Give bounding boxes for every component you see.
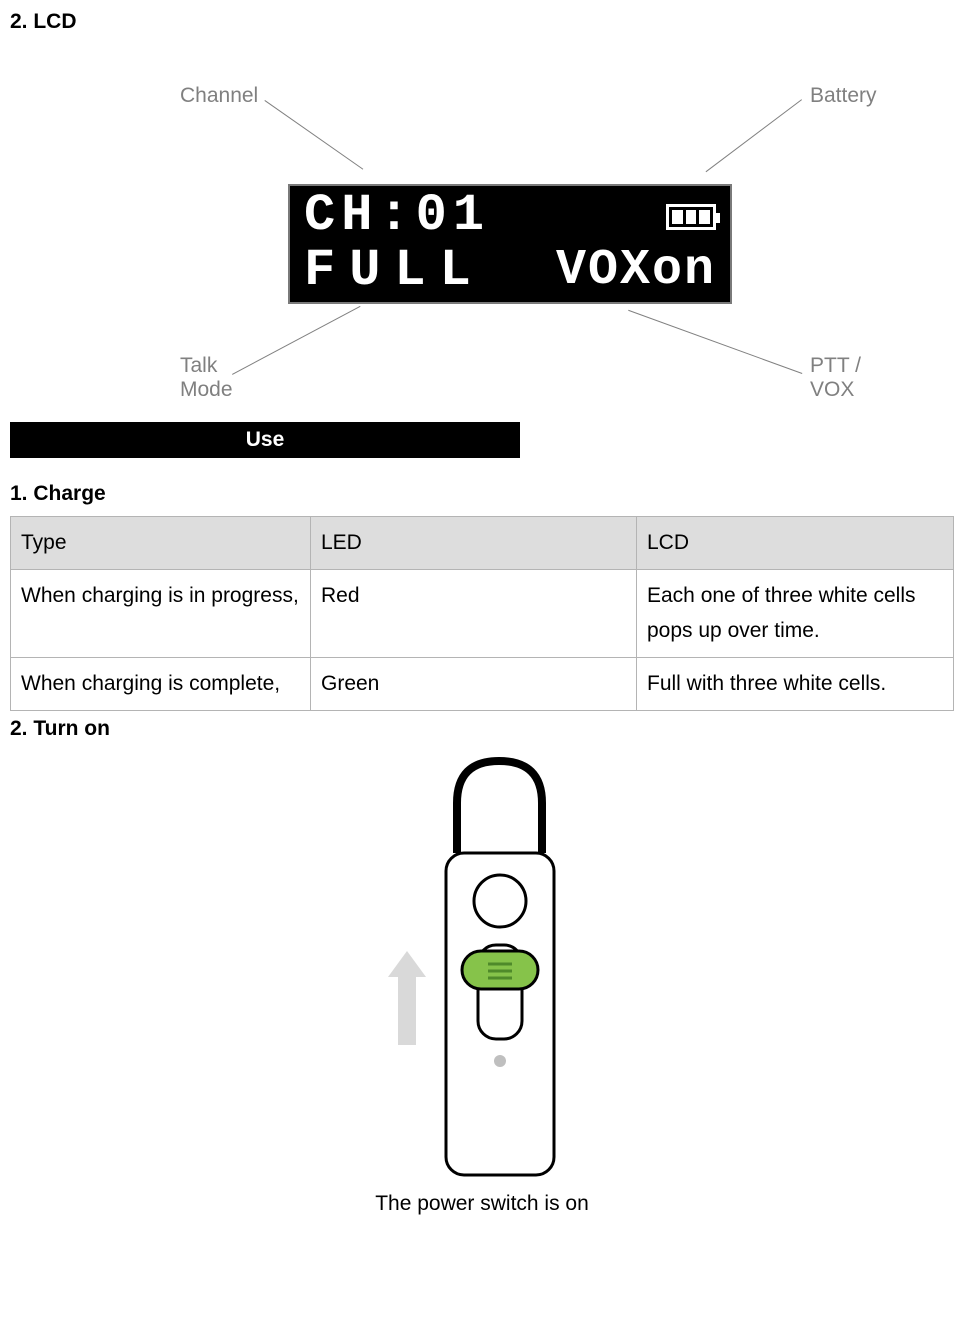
lcd-line2-left: FULL: [304, 244, 485, 299]
led-indicator: [494, 1055, 506, 1067]
table-row: When charging is in progress, Red Each o…: [11, 569, 954, 657]
callout-line-battery: [706, 99, 802, 172]
arrow-up-icon: [398, 973, 416, 1045]
table-row: When charging is complete, Green Full wi…: [11, 658, 954, 711]
device-clip: [457, 761, 542, 853]
callout-line-talkmode: [232, 306, 360, 375]
use-banner: Use: [10, 422, 520, 458]
heading-charge: 1. Charge: [10, 482, 954, 506]
device-figure: [372, 753, 592, 1183]
cell-type: When charging is complete,: [11, 658, 311, 711]
callout-line-channel: [264, 100, 363, 170]
callout-line-pttvox: [628, 310, 802, 374]
battery-cell: [699, 210, 710, 224]
turnon-figure: The power switch is on: [10, 753, 954, 1216]
col-led: LED: [311, 517, 637, 570]
heading-turnon: 2. Turn on: [10, 717, 954, 741]
col-type: Type: [11, 517, 311, 570]
lcd-line1-left: CH:01: [304, 189, 490, 244]
lcd-diagram: Channel Battery Talk Mode PTT / VOX CH:0…: [10, 44, 954, 414]
top-button: [474, 875, 526, 927]
col-lcd: LCD: [637, 517, 954, 570]
battery-cell: [686, 210, 697, 224]
cell-lcd: Full with three white cells.: [637, 658, 954, 711]
callout-talk-mode: Talk Mode: [180, 354, 233, 402]
cell-led: Red: [311, 569, 637, 657]
callout-battery: Battery: [810, 84, 877, 108]
cell-lcd: Each one of three white cells pops up ov…: [637, 569, 954, 657]
lcd-line2-right: VOXon: [556, 245, 716, 298]
callout-ptt-vox: PTT / VOX: [810, 354, 861, 402]
turnon-caption: The power switch is on: [10, 1192, 954, 1216]
cell-type: When charging is in progress,: [11, 569, 311, 657]
charge-table: Type LED LCD When charging is in progres…: [10, 516, 954, 711]
cell-led: Green: [311, 658, 637, 711]
battery-icon: [666, 204, 716, 230]
battery-cell: [672, 210, 683, 224]
table-header-row: Type LED LCD: [11, 517, 954, 570]
heading-lcd: 2. LCD: [10, 10, 954, 34]
lcd-screen: CH:01 FULL VOXon: [288, 184, 732, 304]
callout-channel: Channel: [180, 84, 258, 108]
